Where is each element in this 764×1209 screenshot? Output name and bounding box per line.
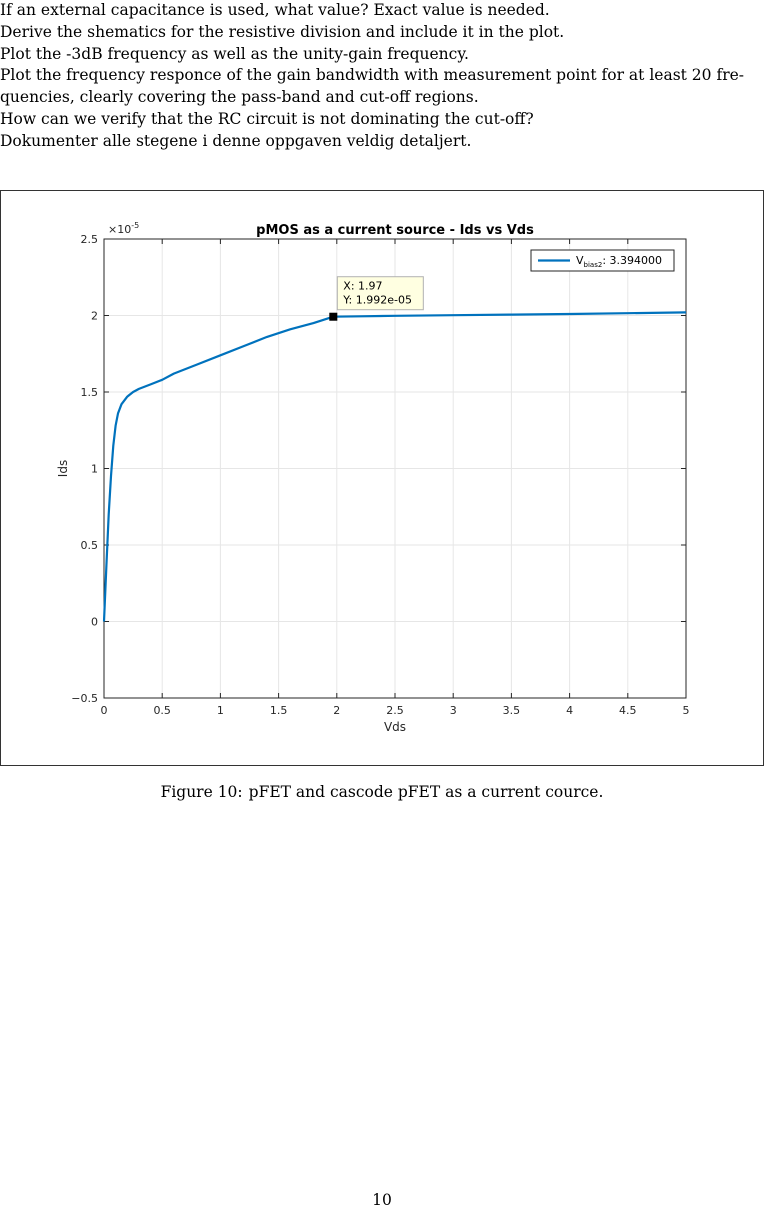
y-tick-label: 1 (91, 463, 98, 476)
x-tick-label: 3.5 (503, 704, 521, 717)
text-line: How can we verify that the RC circuit is… (0, 109, 534, 128)
datatip-x-text: X: 1.97 (343, 280, 382, 293)
page-number: 10 (372, 1191, 392, 1209)
chart-title: pMOS as a current source - Ids vs Vds (256, 223, 534, 238)
text-line: Plot the frequency responce of the gain … (0, 66, 745, 85)
x-tick-label: 4.5 (619, 704, 637, 717)
axis-ticks: 0 0.5 1 1.5 2 2.5 3 3.5 4 4.5 5−0.500.511.522.5 (71, 233, 689, 717)
datatip: X: 1.97Y: 1.992e-05 (329, 276, 424, 321)
y-tick-label: 0 (91, 616, 98, 629)
x-tick-label: 3 (450, 704, 457, 717)
datatip-box (336, 276, 424, 311)
x-tick-label: 5 (683, 704, 690, 717)
legend-label: Vbias2: 3.394000 (576, 254, 662, 269)
y-axis-exponent: ×10-5 (108, 221, 139, 236)
x-tick-label: 1 (217, 704, 224, 717)
legend-box (530, 249, 675, 272)
text-line: Derive the shematics for the resistive d… (0, 22, 565, 41)
figure-caption: Figure 10: pFET and cascode pFET as a cur… (0, 783, 764, 801)
text-line: Plot the -3dB frequency as well as the u… (0, 44, 469, 63)
caption-label: Figure 10: (160, 783, 243, 801)
caption-text: pFET and cascode pFET as a current courc… (248, 783, 604, 801)
x-tick-label: 4 (566, 704, 573, 717)
y-tick-label: 2.5 (81, 233, 99, 246)
datatip-y-text: Y: 1.992e-05 (342, 294, 412, 307)
figure-frame: 0 0.5 1 1.5 2 2.5 3 3.5 4 4.5 5 −0.5 0 0.5 1 1.5 2 2.5 pM… (0, 190, 764, 766)
x-tick-label: 1.5 (270, 704, 288, 717)
y-tick-label: 2 (91, 310, 98, 323)
x-tick-label: 2 (333, 704, 340, 717)
legend: Vbias2: 3.394000 (530, 249, 675, 272)
x-tick-label: 2.5 (386, 704, 404, 717)
x-axis-label: Vds (384, 720, 406, 734)
y-tick-label: 0.5 (81, 539, 99, 552)
y-axis-label: Ids (56, 460, 70, 477)
y-tick-label: 1.5 (81, 386, 99, 399)
datatip-marker (329, 312, 338, 321)
ids-vs-vds-chart: 0 0.5 1 1.5 2 2.5 3 3.5 4 4.5 5−0.500.511.522.5 pM… (56, 221, 690, 734)
y-tick-label: −0.5 (71, 692, 98, 705)
x-tick-label: 0 (101, 704, 108, 717)
x-tick-label: 0.5 (153, 704, 171, 717)
text-line: quencies, clearly covering the pass-band… (0, 88, 479, 107)
series-line (102, 311, 687, 622)
text-line: Dokumenter alle stegene i denne oppgaven… (0, 131, 472, 150)
series (102, 311, 687, 622)
text-line: If an external capacitance is used, what… (0, 1, 550, 19)
question-text: If an external capacitance is used, what… (0, 0, 764, 153)
